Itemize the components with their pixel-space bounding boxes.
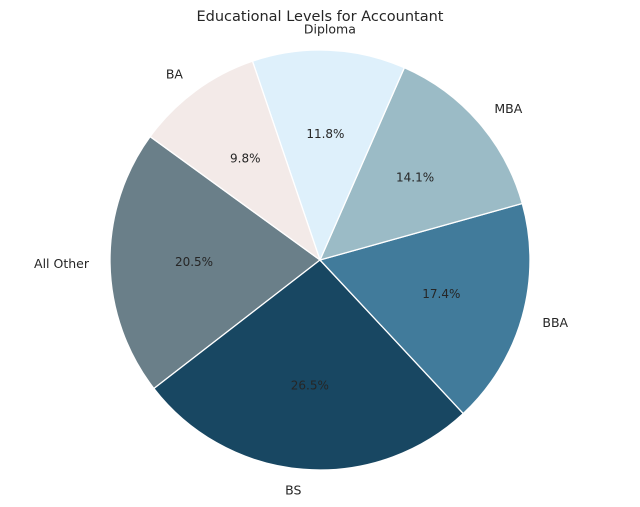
pie-slice-diploma	[251, 49, 405, 261]
pct-label-bba: 17.4%	[422, 287, 460, 301]
pct-label-mba: 14.1%	[396, 170, 434, 184]
category-labels: All Other BS BBA MBA Diploma BA	[34, 22, 569, 498]
pie-slice-mba	[319, 67, 523, 261]
pct-label-diploma: 11.8%	[306, 127, 344, 141]
pie-slices	[109, 49, 531, 471]
category-label-bba: BBA	[542, 315, 568, 330]
category-label-ba: BA	[166, 67, 184, 82]
category-label-diploma: Diploma	[304, 22, 356, 37]
pie-slice-bba	[319, 202, 531, 415]
pct-label-ba: 9.8%	[230, 152, 261, 166]
category-label-all-other: All Other	[34, 256, 90, 271]
percentage-labels: 20.5% 26.5% 17.4% 14.1% 11.8% 9.8%	[175, 127, 460, 393]
pie-slice-ba	[149, 60, 321, 261]
chart-title: Educational Levels for Accountant	[196, 9, 443, 25]
pie-slice-bs	[153, 259, 464, 471]
category-label-mba: MBA	[494, 101, 522, 116]
pct-label-all-other: 20.5%	[175, 255, 213, 269]
pct-label-bs: 26.5%	[291, 379, 329, 393]
category-label-bs: BS	[285, 483, 301, 498]
pie-slice-all-other	[109, 135, 321, 390]
